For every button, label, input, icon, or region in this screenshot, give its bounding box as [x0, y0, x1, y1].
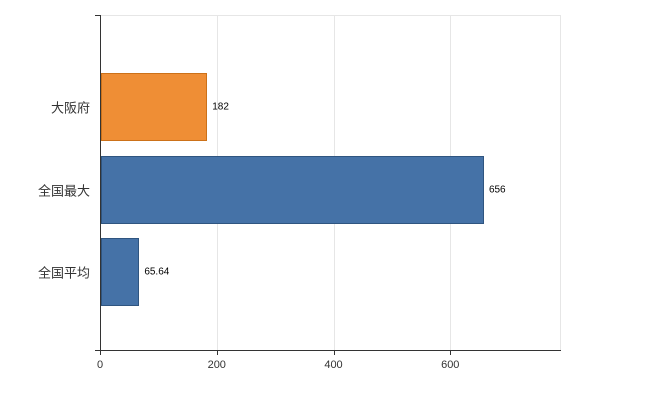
- bar-value-label: 182: [212, 101, 229, 113]
- plot-right-gridline: [560, 15, 561, 350]
- bar-2: [101, 238, 140, 306]
- y-axis-tick: [95, 350, 100, 351]
- bar-0: [101, 73, 208, 141]
- x-axis-line: [100, 350, 561, 351]
- category-label: 大阪府: [50, 100, 90, 116]
- x-axis-label: 600: [441, 359, 460, 371]
- category-label: 全国平均: [37, 265, 90, 281]
- x-axis-tick: [333, 350, 335, 355]
- x-axis-tick: [216, 350, 218, 355]
- x-axis-tick: [450, 350, 452, 355]
- x-axis-label: 0: [96, 359, 104, 371]
- x-axis-tick: [100, 350, 101, 355]
- bar-value-label: 656: [488, 184, 506, 196]
- bar-1: [101, 156, 484, 224]
- y-axis-line: [100, 15, 101, 350]
- category-label: 全国最大: [37, 183, 90, 199]
- plot-top-gridline: [100, 15, 560, 16]
- x-axis-label: 200: [207, 359, 226, 371]
- y-axis-tick: [95, 15, 100, 16]
- bar-value-label: 65.64: [144, 266, 170, 278]
- x-axis-label: 400: [324, 359, 343, 371]
